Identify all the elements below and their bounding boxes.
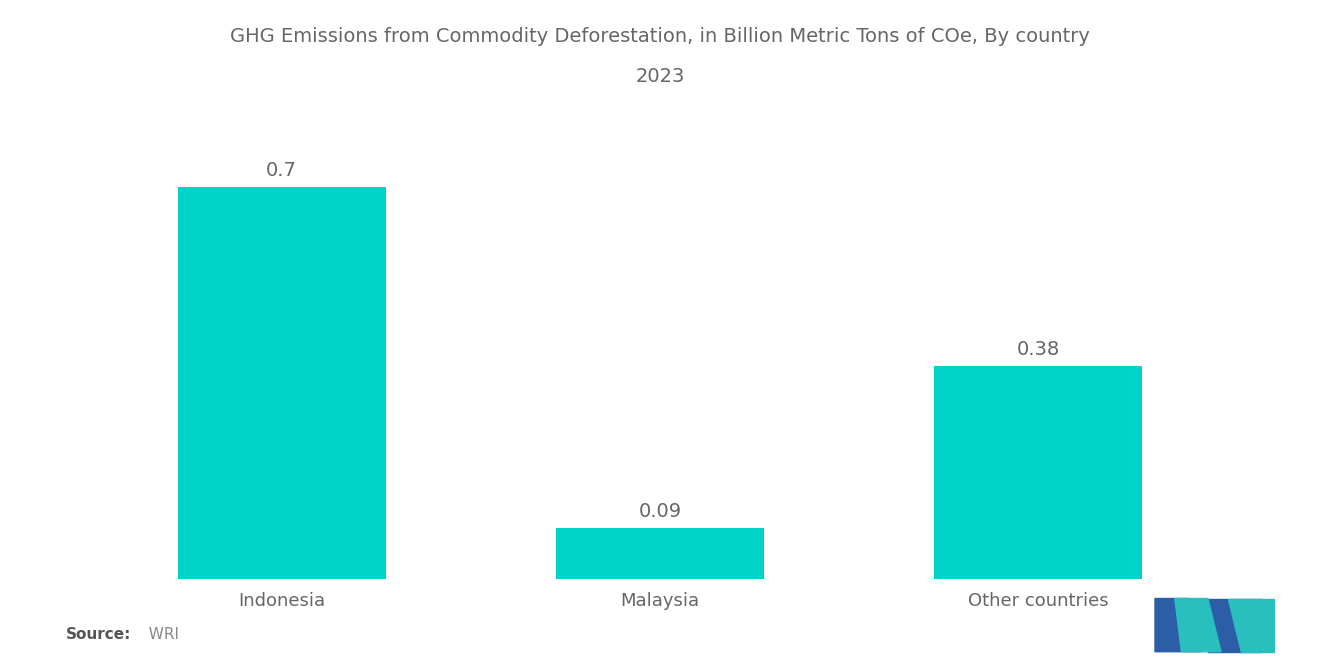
Text: GHG Emissions from Commodity Deforestation, in Billion Metric Tons of COe, By co: GHG Emissions from Commodity Deforestati… (230, 27, 1090, 46)
Text: 0.38: 0.38 (1016, 340, 1060, 359)
Text: Source:: Source: (66, 626, 132, 642)
Text: 0.7: 0.7 (267, 161, 297, 180)
Polygon shape (1195, 598, 1261, 652)
Text: 2023: 2023 (635, 66, 685, 86)
Text: WRI: WRI (139, 626, 178, 642)
Polygon shape (1228, 598, 1274, 652)
Bar (177, 187, 385, 579)
Polygon shape (1155, 598, 1201, 652)
Polygon shape (1175, 598, 1221, 652)
Text: 0.09: 0.09 (639, 503, 681, 521)
Bar (935, 366, 1143, 579)
Bar (556, 528, 764, 579)
